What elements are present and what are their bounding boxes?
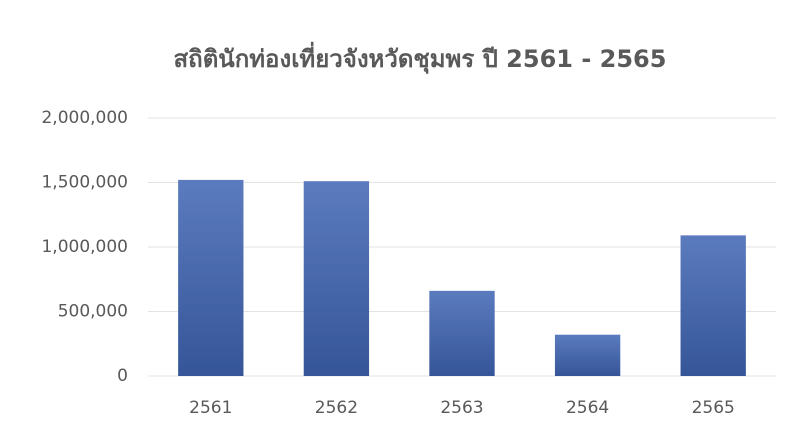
bar-shade: [178, 180, 243, 376]
y-tick-label: 1,000,000: [41, 237, 128, 257]
x-tick-label: 2565: [692, 398, 735, 418]
x-tick-label: 2564: [566, 398, 609, 418]
y-tick-label: 500,000: [58, 302, 128, 322]
chart: สถิตินักท่องเที่ยวจังหวัดชุมพร ปี 2561 -…: [0, 0, 795, 435]
bar-shade: [304, 181, 369, 376]
x-tick-label: 2561: [189, 398, 232, 418]
bar-shade: [555, 335, 620, 376]
x-tick-label: 2562: [315, 398, 358, 418]
bar-shade: [429, 291, 494, 376]
chart-title: สถิตินักท่องเที่ยวจังหวัดชุมพร ปี 2561 -…: [174, 41, 667, 75]
x-tick-label: 2563: [440, 398, 483, 418]
y-tick-label: 0: [117, 366, 128, 386]
y-tick-label: 2,000,000: [41, 108, 128, 128]
y-tick-label: 1,500,000: [41, 173, 128, 193]
bar-shade: [681, 235, 746, 376]
